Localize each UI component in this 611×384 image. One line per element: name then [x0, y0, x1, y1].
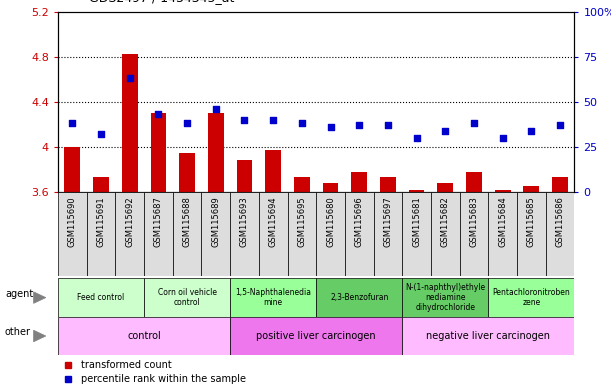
Bar [552, 177, 568, 192]
Text: GSM115690: GSM115690 [68, 196, 77, 247]
Point [268, 117, 278, 123]
Text: GSM115697: GSM115697 [383, 196, 392, 247]
Bar [58, 192, 87, 276]
Bar [323, 183, 338, 192]
Point [354, 122, 364, 128]
Bar [288, 192, 316, 276]
Bar [87, 192, 115, 276]
Bar [208, 113, 224, 192]
Text: 1,5-Naphthalenedia
mine: 1,5-Naphthalenedia mine [235, 288, 311, 307]
Bar [402, 317, 574, 355]
Text: transformed count: transformed count [81, 360, 172, 370]
Bar [495, 190, 511, 192]
Point [67, 120, 77, 126]
Text: 2,3-Benzofuran: 2,3-Benzofuran [330, 293, 389, 302]
Bar [351, 172, 367, 192]
Point [182, 120, 192, 126]
Bar [150, 113, 166, 192]
Point [96, 131, 106, 137]
Text: percentile rank within the sample: percentile rank within the sample [81, 374, 246, 384]
Text: Corn oil vehicle
control: Corn oil vehicle control [158, 288, 217, 307]
Point [555, 122, 565, 128]
Bar [265, 150, 281, 192]
Bar [345, 192, 373, 276]
Text: GSM115695: GSM115695 [298, 196, 306, 247]
Bar [93, 177, 109, 192]
Text: positive liver carcinogen: positive liver carcinogen [257, 331, 376, 341]
Text: control: control [127, 331, 161, 341]
Bar [380, 177, 396, 192]
Text: N-(1-naphthyl)ethyle
nediamine
dihydrochloride: N-(1-naphthyl)ethyle nediamine dihydroch… [405, 283, 485, 313]
Text: GSM115692: GSM115692 [125, 196, 134, 247]
Point [412, 135, 422, 141]
Bar [546, 192, 574, 276]
Polygon shape [34, 330, 46, 342]
Text: GSM115689: GSM115689 [211, 196, 221, 247]
Bar [230, 192, 259, 276]
Bar [122, 55, 137, 192]
Text: GSM115681: GSM115681 [412, 196, 421, 247]
Text: GSM115680: GSM115680 [326, 196, 335, 247]
Point [469, 120, 479, 126]
Point [441, 127, 450, 134]
Text: Pentachloronitroben
zene: Pentachloronitroben zene [492, 288, 570, 307]
Bar [373, 192, 402, 276]
Point [153, 111, 163, 118]
Text: GSM115693: GSM115693 [240, 196, 249, 247]
Point [383, 122, 393, 128]
Text: GSM115694: GSM115694 [269, 196, 277, 247]
Text: negative liver carcinogen: negative liver carcinogen [426, 331, 551, 341]
Bar [236, 161, 252, 192]
Point [211, 106, 221, 112]
Bar [466, 172, 482, 192]
Point [297, 120, 307, 126]
Bar [437, 183, 453, 192]
Point [498, 135, 508, 141]
Bar [179, 152, 195, 192]
Text: GSM115696: GSM115696 [355, 196, 364, 247]
Point [326, 124, 335, 130]
Bar [115, 192, 144, 276]
Bar [316, 278, 402, 317]
Bar [294, 177, 310, 192]
Bar [173, 192, 202, 276]
Text: GSM115685: GSM115685 [527, 196, 536, 247]
Bar [402, 278, 488, 317]
Bar [402, 192, 431, 276]
Text: GSM115686: GSM115686 [555, 196, 565, 247]
Polygon shape [34, 292, 46, 303]
Text: GSM115691: GSM115691 [97, 196, 106, 247]
Bar [488, 192, 517, 276]
Text: Feed control: Feed control [78, 293, 125, 302]
Bar [459, 192, 488, 276]
Bar [316, 192, 345, 276]
Text: GSM115683: GSM115683 [469, 196, 478, 247]
Point [527, 127, 536, 134]
Text: GDS2497 / 1434345_at: GDS2497 / 1434345_at [89, 0, 234, 4]
Text: GSM115684: GSM115684 [498, 196, 507, 247]
Text: agent: agent [5, 289, 33, 299]
Bar [488, 278, 574, 317]
Text: GSM115687: GSM115687 [154, 196, 163, 247]
Bar [230, 278, 316, 317]
Text: GSM115688: GSM115688 [183, 196, 192, 247]
Bar [524, 186, 539, 192]
Point [125, 75, 134, 81]
Bar [517, 192, 546, 276]
Bar [409, 190, 425, 192]
Bar [65, 147, 80, 192]
Bar [144, 278, 230, 317]
Text: other: other [5, 327, 31, 337]
Bar [259, 192, 288, 276]
Point [240, 117, 249, 123]
Bar [230, 317, 402, 355]
Bar [431, 192, 459, 276]
Text: GSM115682: GSM115682 [441, 196, 450, 247]
Bar [58, 278, 144, 317]
Bar [144, 192, 173, 276]
Bar [202, 192, 230, 276]
Bar [58, 317, 230, 355]
